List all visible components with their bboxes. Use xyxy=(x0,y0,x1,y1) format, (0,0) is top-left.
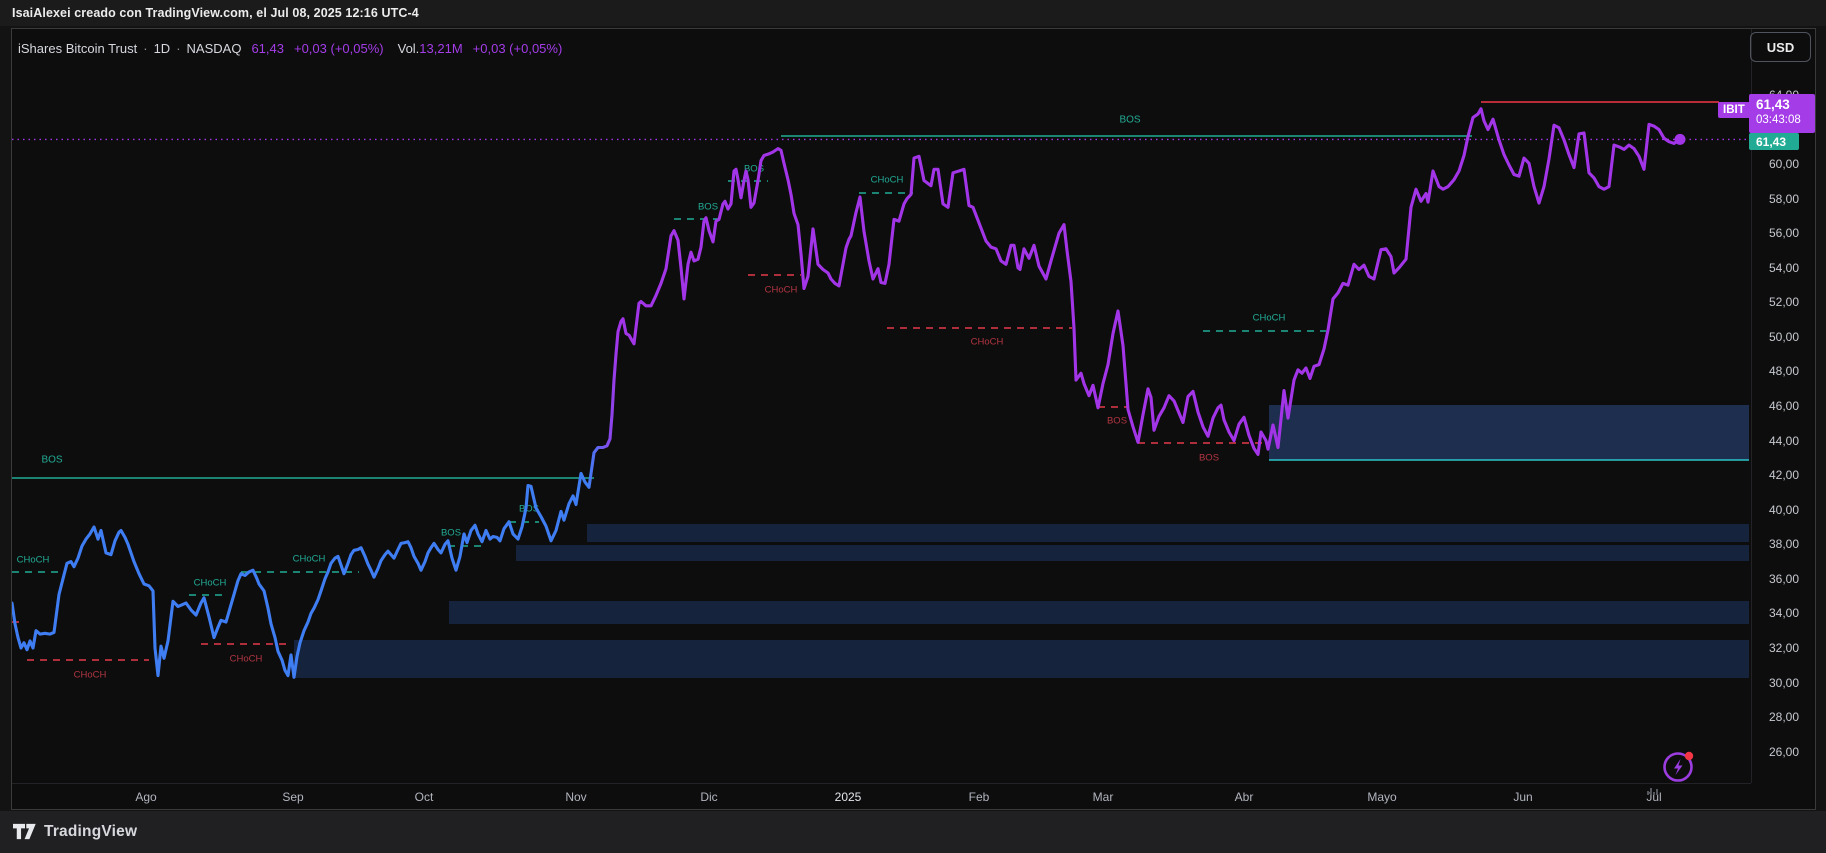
time-axis-label: Sep xyxy=(282,790,304,804)
price-axis-label: 28,00 xyxy=(1768,710,1800,725)
last-price-value: 61,43 xyxy=(251,40,284,56)
price-chart-svg[interactable]: BOS BOS CHoCH CHoCH CHoCH CHoCH CHoCH BOS BOS BOS… xyxy=(12,29,1751,783)
structure-label: BOS xyxy=(41,455,62,466)
time-axis-label: Mar xyxy=(1092,790,1114,804)
structure-label: BOS xyxy=(1119,115,1140,126)
session-price-badge: 61,43 xyxy=(1749,133,1799,150)
symbol-legend[interactable]: iShares Bitcoin Trust · 1D · NASDAQ 61,4… xyxy=(18,38,562,58)
smc-label: BOS xyxy=(441,528,461,539)
price-axis-label: 58,00 xyxy=(1768,191,1800,206)
time-axis[interactable]: Ago Sep Oct Nov Dic 2025 Feb Mar Abr Mayo Jun Jul xyxy=(12,783,1751,810)
price-axis-label: 32,00 xyxy=(1768,640,1800,655)
price-axis-label: 46,00 xyxy=(1768,399,1800,414)
tradingview-logo-icon[interactable] xyxy=(13,823,37,842)
demand-zone-37 xyxy=(516,545,1749,561)
bar-countdown: 03:43:08 xyxy=(1756,114,1801,126)
flash-icon[interactable] xyxy=(1653,739,1705,791)
session-price-badge-value: 61,43 xyxy=(1756,134,1787,149)
currency-toggle-button[interactable]: USD xyxy=(1750,32,1811,62)
time-axis-label: Dic xyxy=(700,790,718,804)
smc-label: BOS xyxy=(744,164,764,175)
price-axis-label: 30,00 xyxy=(1768,675,1800,690)
price-axis-label: 52,00 xyxy=(1768,295,1800,310)
price-change-value: +0,03 (+0,05%) xyxy=(293,40,384,56)
symbol-title[interactable]: iShares Bitcoin Trust xyxy=(18,40,138,56)
price-axis-label: 54,00 xyxy=(1768,260,1800,275)
smc-label: CHoCH xyxy=(194,578,227,589)
last-price-badge-value: 61,43 xyxy=(1756,97,1790,112)
ticker-tag-badge: IBIT xyxy=(1718,102,1750,118)
attribution-text: IsaiAlexei creado con TradingView.com, e… xyxy=(12,6,419,20)
ticker-tag-text: IBIT xyxy=(1723,104,1745,116)
last-price-dot xyxy=(1674,133,1686,145)
exchange-label[interactable]: NASDAQ xyxy=(186,40,242,56)
demand-zone-44 xyxy=(1269,405,1749,460)
last-price-badge: 61,43 03:43:08 xyxy=(1749,94,1815,133)
smc-label: CHoCH xyxy=(293,554,326,565)
smc-label: BOS xyxy=(1199,453,1219,464)
tradingview-brand-text[interactable]: TradingView xyxy=(44,823,138,840)
volume-change-value: +0,03 (+0,05%) xyxy=(472,40,563,56)
chart-widget: iShares Bitcoin Trust · 1D · NASDAQ 61,4… xyxy=(11,28,1816,810)
legend-separator: · xyxy=(176,40,181,56)
smc-label: CHoCH xyxy=(971,337,1004,348)
price-axis-label: 38,00 xyxy=(1768,537,1800,552)
time-axis-label: Ago xyxy=(135,790,157,804)
footer-toolbar: TradingView xyxy=(0,811,1826,853)
mini-bars-icon xyxy=(1647,787,1658,795)
price-axis-label: 60,00 xyxy=(1768,157,1800,172)
demand-zone-38 xyxy=(587,524,1749,542)
price-axis-label: 56,00 xyxy=(1768,226,1800,241)
price-axis-label: 34,00 xyxy=(1768,606,1800,621)
time-axis-label: Feb xyxy=(968,790,990,804)
smc-label: CHoCH xyxy=(230,654,263,665)
price-axis[interactable]: 64,0060,0058,0056,0054,0052,0050,0048,00… xyxy=(1751,29,1816,783)
smc-label: BOS xyxy=(698,202,718,213)
price-axis-label: 48,00 xyxy=(1768,364,1800,379)
smc-label: CHoCH xyxy=(74,670,107,681)
price-chart-plot-area[interactable]: BOS BOS CHoCH CHoCH CHoCH CHoCH CHoCH BOS BOS BOS… xyxy=(12,29,1751,783)
smc-label: BOS xyxy=(1107,416,1127,427)
price-axis-label: 36,00 xyxy=(1768,571,1800,586)
demand-zone-34 xyxy=(449,601,1749,624)
price-axis-label: 40,00 xyxy=(1768,502,1800,517)
smc-label: CHoCH xyxy=(17,555,50,566)
demand-zone-31 xyxy=(294,640,1749,678)
price-axis-label: 26,00 xyxy=(1768,744,1800,759)
legend-separator: · xyxy=(143,40,148,56)
time-axis-label: 2025 xyxy=(834,790,862,804)
price-axis-label: 50,00 xyxy=(1768,329,1800,344)
volume-label: Vol. xyxy=(397,40,420,56)
volume-value: 13,21M xyxy=(419,40,463,56)
time-axis-label: Abr xyxy=(1234,790,1254,804)
time-axis-label: Mayo xyxy=(1367,790,1397,804)
attribution-bar: IsaiAlexei creado con TradingView.com, e… xyxy=(0,0,1826,26)
smc-label: CHoCH xyxy=(1253,313,1286,324)
price-axis-label: 42,00 xyxy=(1768,468,1800,483)
time-axis-label: Nov xyxy=(565,790,587,804)
smc-label: CHoCH xyxy=(765,285,798,296)
time-axis-label: Oct xyxy=(414,790,434,804)
currency-toggle-label: USD xyxy=(1766,39,1795,55)
price-line-series xyxy=(12,107,1682,679)
smc-label: BOS xyxy=(519,504,539,515)
interval-label[interactable]: 1D xyxy=(153,40,171,56)
smc-label: CHoCH xyxy=(871,175,904,186)
price-axis-label: 44,00 xyxy=(1768,433,1800,448)
time-axis-label: Jun xyxy=(1513,790,1533,804)
